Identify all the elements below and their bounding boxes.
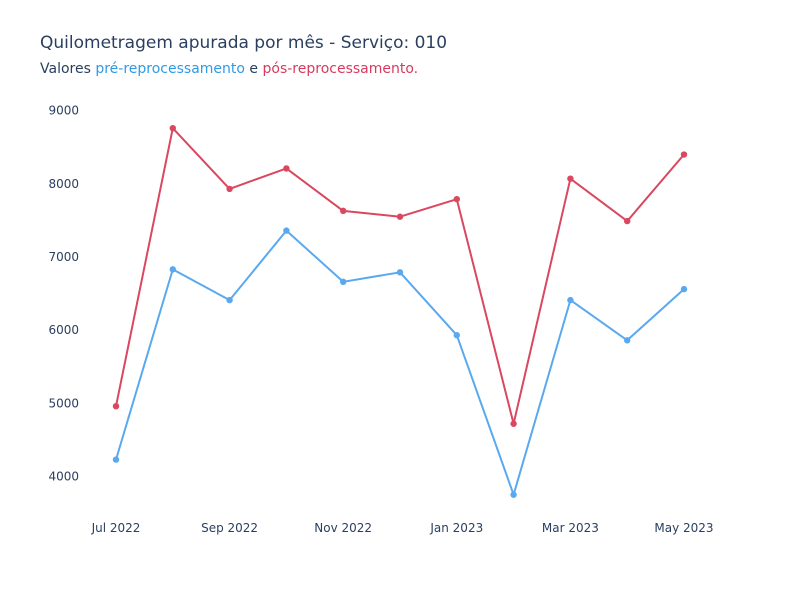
data-point-pos[interactable] — [624, 217, 631, 225]
y-tick-label: 7000 — [48, 250, 79, 264]
y-tick-label: 4000 — [48, 469, 79, 483]
data-point-pre[interactable] — [112, 456, 120, 463]
data-point-pos[interactable] — [453, 195, 460, 203]
data-point-pos[interactable] — [396, 213, 404, 220]
subtitle-connector: e — [249, 61, 259, 77]
y-tick-label: 9000 — [48, 104, 79, 118]
x-tick-label: Nov 2022 — [314, 521, 372, 535]
data-point-pos[interactable] — [340, 207, 347, 215]
y-tick-label: 8000 — [48, 177, 79, 191]
chart-subtitle: Valores pré-reprocessamento e pós-reproc… — [40, 61, 418, 77]
data-point-pre[interactable] — [567, 296, 574, 304]
x-tick-label: Sep 2022 — [201, 521, 258, 535]
subtitle-series-post: pós-reprocessamento. — [262, 61, 419, 77]
data-point-pos[interactable] — [169, 124, 176, 132]
x-tick-label: Jul 2022 — [91, 521, 141, 535]
subtitle-prefix: Valores — [40, 61, 91, 77]
data-point-pos[interactable] — [283, 165, 290, 172]
data-point-pos[interactable] — [680, 151, 688, 158]
y-tick-label: 6000 — [48, 323, 79, 337]
data-point-pre[interactable] — [624, 337, 631, 344]
subtitle-series-pre: pré-reprocessamento — [95, 61, 245, 77]
x-tick-label: Jan 2023 — [429, 521, 483, 535]
data-point-pos[interactable] — [112, 402, 120, 410]
series-pos — [112, 124, 688, 427]
x-axis: Jul 2022 Sep 2022 Nov 2022 Jan 2023 Mar 2023… — [91, 521, 714, 535]
x-tick-label: May 2023 — [654, 521, 713, 535]
y-axis: 4000 5000 6000 7000 8000 9000 — [48, 104, 79, 484]
data-point-pos[interactable] — [226, 185, 233, 193]
data-point-pre[interactable] — [226, 296, 233, 304]
data-point-pos[interactable] — [510, 420, 517, 427]
data-point-pre[interactable] — [510, 491, 517, 498]
chart-title: Quilometragem apurada por mês - Serviço:… — [40, 33, 448, 53]
data-point-pre[interactable] — [453, 332, 460, 339]
data-point-pre[interactable] — [169, 266, 176, 273]
data-point-pre[interactable] — [283, 227, 290, 234]
data-point-pre[interactable] — [396, 269, 404, 276]
x-tick-label: Mar 2023 — [542, 521, 599, 535]
data-point-pos[interactable] — [567, 175, 574, 182]
data-point-pre[interactable] — [340, 278, 347, 286]
y-tick-label: 5000 — [48, 396, 79, 410]
data-point-pre[interactable] — [680, 285, 688, 293]
series-layer — [112, 124, 688, 498]
series-pos-line — [115, 127, 685, 425]
series-pre — [112, 227, 688, 498]
